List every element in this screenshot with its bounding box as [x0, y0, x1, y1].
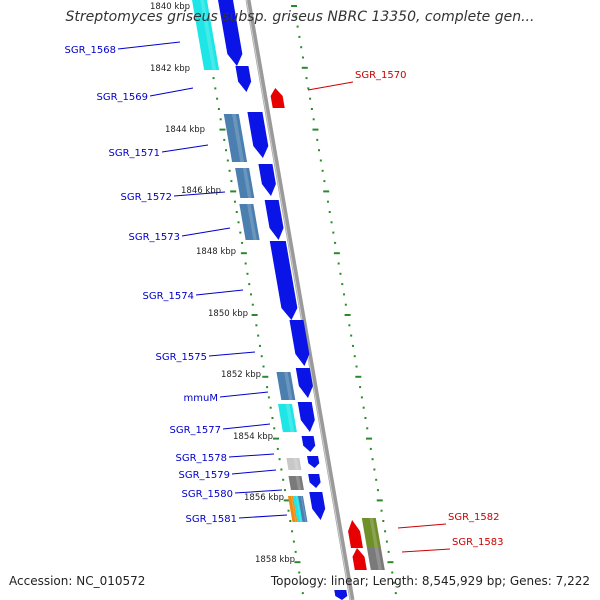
kbp-label: 1844 kbp: [165, 125, 205, 135]
map-title: Streptomyces griseus subsp. griseus NBRC…: [65, 9, 535, 25]
cds-arrow: [269, 241, 298, 320]
gene-label-SGR_1578: SGR_1578: [176, 453, 228, 464]
backbone-highlight: [246, 0, 351, 600]
gene-label-SGR_1568: SGR_1568: [65, 45, 117, 56]
cds-arrow: [258, 164, 276, 196]
gene-label-SGR_1571: SGR_1571: [109, 148, 161, 159]
gene-label-SGR_1575: SGR_1575: [156, 352, 208, 363]
kbp-label: 1858 kbp: [255, 555, 295, 565]
gene-block-steel: [276, 372, 296, 400]
cds-arrow: [264, 200, 284, 240]
gene-block-steel: [239, 204, 260, 240]
kbp-labels: 1840 kbp 1842 kbp 1844 kbp 1846 kbp 1848 kbp…: [150, 2, 295, 565]
topology-text: Topology: linear; Length: 8,545,929 bp; …: [270, 574, 590, 588]
kbp-label: 1854 kbp: [233, 432, 273, 442]
gene-block-cyan-sheen: [285, 404, 295, 432]
cds-arrow: [218, 0, 243, 66]
leader-line: [222, 423, 271, 430]
gene-block-steel-sheen: [232, 114, 245, 162]
gene-block-olive-sheen: [369, 518, 379, 548]
gene-label-SGR_1580: SGR_1580: [182, 489, 234, 500]
gene-label-SGR_1583: SGR_1583: [452, 537, 504, 548]
leader-line: [149, 87, 194, 97]
gene-block-cyan: [278, 404, 297, 432]
gene-block-gray: [366, 548, 385, 570]
cds-arrow: [247, 112, 269, 158]
gene-block-gray-sheen: [295, 476, 302, 490]
gene-features: [192, 0, 385, 600]
gene-block-lightgray: [286, 458, 302, 470]
cds-arrow-reverse: [352, 548, 367, 570]
leader-line: [307, 81, 354, 91]
leader-line: [231, 469, 277, 475]
kbp-label: 1856 kbp: [244, 493, 284, 503]
cds-arrow-reverse: [348, 520, 363, 548]
cds-arrow: [309, 492, 326, 520]
gene-label-SGR_1579: SGR_1579: [179, 470, 231, 481]
genome-backbone: [245, 0, 355, 600]
cds-arrow-reverse: [270, 88, 285, 108]
accession-text: Accession: NC_010572: [9, 574, 146, 588]
leader-line: [228, 453, 275, 458]
gene-block-steel: [223, 114, 248, 162]
kbp-label: 1848 kbp: [196, 247, 236, 257]
label-leader-lines: [117, 41, 451, 553]
cds-arrow: [301, 436, 316, 452]
gene-block-olive: [361, 518, 381, 548]
backbone-line: [245, 0, 355, 600]
gene-labels: SGR_1568 SGR_1569 SGR_1571 SGR_1572 SGR_1573…: [65, 45, 504, 548]
gene-label-SGR_1582: SGR_1582: [448, 512, 500, 523]
gene-block-cyan-sheen: [295, 496, 302, 522]
leader-line: [173, 191, 226, 197]
gene-label-SGR_1577: SGR_1577: [170, 425, 222, 436]
gene-label-SGR_1570: SGR_1570: [355, 70, 407, 81]
cds-arrow: [289, 320, 310, 366]
gene-block-cyan: [292, 496, 303, 522]
leader-line: [161, 144, 209, 153]
leader-line: [397, 523, 447, 529]
cds-arrow: [297, 402, 315, 432]
gene-label-SGR_1573: SGR_1573: [129, 232, 181, 243]
gene-block-gray-sheen: [374, 548, 382, 570]
kbp-label: 1846 kbp: [181, 186, 221, 196]
leader-line: [238, 514, 288, 519]
gene-block-gray: [288, 476, 304, 490]
gene-block-cyan-sheen: [200, 0, 217, 70]
gene-label-SGR_1581: SGR_1581: [186, 514, 238, 525]
gene-label-SGR_1569: SGR_1569: [97, 92, 149, 103]
leader-line: [219, 391, 269, 398]
cds-arrow: [295, 368, 313, 398]
gene-block-cyan: [192, 0, 220, 70]
gene-block-steel-sheen: [300, 496, 307, 522]
gene-block-orange: [287, 496, 298, 522]
gene-block-steel-sheen: [284, 372, 293, 400]
gene-block-lightgray-sheen: [293, 458, 299, 470]
kbp-label: 1852 kbp: [221, 370, 261, 380]
gene-block-steel: [297, 496, 308, 522]
kbp-label: 1850 kbp: [208, 309, 248, 319]
kbp-label: 1840 kbp: [150, 2, 190, 12]
leader-line: [181, 227, 231, 237]
leader-line: [401, 548, 451, 553]
gene-label-SGR_1574: SGR_1574: [143, 291, 195, 302]
gene-block-steel-sheen: [242, 168, 252, 198]
leader-line: [208, 351, 256, 357]
cds-arrow: [308, 474, 321, 488]
gene-label-SGR_1572: SGR_1572: [121, 192, 173, 203]
gene-block-steel-sheen: [247, 204, 257, 240]
gene-label-mmuM: mmuM: [184, 393, 218, 404]
leader-line: [234, 489, 283, 494]
cds-arrow: [334, 590, 348, 600]
gene-block-steel: [235, 168, 255, 198]
leader-line: [195, 289, 244, 296]
kbp-label: 1842 kbp: [150, 64, 190, 74]
cds-arrow: [307, 456, 320, 468]
cds-arrow: [235, 66, 252, 92]
gene-block-orange-sheen: [290, 496, 297, 522]
leader-line: [117, 41, 181, 50]
